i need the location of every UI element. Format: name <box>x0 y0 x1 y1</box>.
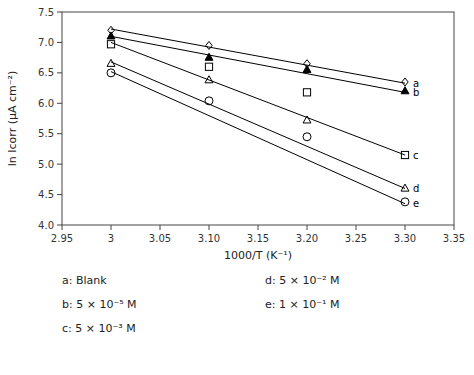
fit-line <box>111 72 405 204</box>
point <box>401 151 408 158</box>
series <box>107 69 409 206</box>
annotation: b: 5 × 10⁻⁵ M <box>62 298 137 311</box>
x-tick <box>307 225 308 230</box>
x-tick <box>209 225 210 230</box>
series-labels: abcde <box>413 78 419 209</box>
annotation: e: 1 × 10⁻¹ M <box>265 298 339 311</box>
x-tick-label: 3.25 <box>345 233 367 244</box>
x-tick-label: 2.95 <box>51 233 73 244</box>
series <box>107 41 408 159</box>
series-label: d <box>413 183 419 194</box>
y-tick-label: 5.0 <box>38 159 54 170</box>
annotation: c: 5 × 10⁻³ M <box>62 322 136 335</box>
fit-line <box>111 36 405 92</box>
point <box>303 65 311 72</box>
x-tick <box>62 225 63 230</box>
fit-line <box>111 29 405 83</box>
point <box>206 41 212 49</box>
y-tick <box>57 133 62 134</box>
series-label: b <box>413 87 419 98</box>
point <box>107 69 115 77</box>
plot-frame <box>62 12 454 225</box>
x-tick-label: 3.05 <box>149 233 171 244</box>
x-axis-label: 1000/T (K⁻¹) <box>224 249 292 262</box>
x-tick <box>160 225 161 230</box>
annotation: a: Blank <box>62 274 107 287</box>
y-tick <box>57 12 62 13</box>
x-tick-label: 3.15 <box>247 233 269 244</box>
point <box>303 133 311 141</box>
x-tick-label: 3.20 <box>296 233 318 244</box>
chart: 2.95 3 3.05 3.10 3.15 3.20 3.25 3.30 3.35 4.0 4.5 5… <box>0 0 474 375</box>
fit-line <box>111 62 405 189</box>
x-tick <box>258 225 259 230</box>
y-tick-label: 4.0 <box>38 220 54 231</box>
point <box>401 87 409 94</box>
y-tick <box>57 194 62 195</box>
y-tick-label: 5.5 <box>38 128 54 139</box>
x-tick-label: 3 <box>108 233 114 244</box>
point <box>401 198 409 206</box>
x-tick <box>454 225 455 230</box>
point <box>303 89 310 96</box>
annotation: d: 5 × 10⁻² M <box>265 274 340 287</box>
point <box>402 78 408 86</box>
plot-area <box>107 26 409 206</box>
point <box>205 53 213 60</box>
y-tick <box>57 72 62 73</box>
y-axis-label: ln Icorr (μA cm⁻²) <box>6 71 19 166</box>
y-tick-label: 4.5 <box>38 189 54 200</box>
point <box>401 184 409 191</box>
point <box>303 116 311 123</box>
y-tick <box>57 103 62 104</box>
x-tick-label: 3.10 <box>198 233 220 244</box>
point <box>107 41 114 48</box>
point <box>107 59 115 66</box>
series <box>107 59 409 191</box>
point <box>107 32 115 39</box>
x-tick <box>356 225 357 230</box>
series <box>108 26 408 86</box>
series-label: e <box>413 198 419 209</box>
x-tick-label: 3.35 <box>443 233 465 244</box>
y-tick <box>57 42 62 43</box>
point <box>205 63 212 70</box>
point <box>205 97 213 105</box>
y-tick-label: 6.0 <box>38 98 54 109</box>
y-tick-label: 7.5 <box>38 7 54 18</box>
x-tick-label: 3.30 <box>394 233 416 244</box>
y-tick <box>57 164 62 165</box>
series-label: c <box>413 150 419 161</box>
y-tick <box>57 225 62 226</box>
y-tick-label: 7.0 <box>38 37 54 48</box>
series <box>107 32 409 94</box>
x-tick <box>405 225 406 230</box>
point <box>205 76 213 83</box>
y-tick-label: 6.5 <box>38 67 54 78</box>
x-tick <box>111 225 112 230</box>
